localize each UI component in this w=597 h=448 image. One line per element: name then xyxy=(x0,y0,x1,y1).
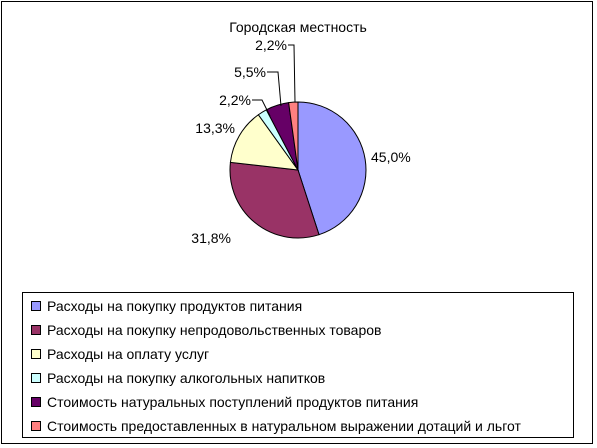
pie-slice xyxy=(288,101,299,171)
data-label: 5,5% xyxy=(234,64,266,80)
data-label: 2,2% xyxy=(255,37,287,53)
legend-item: Расходы на оплату услуг xyxy=(31,343,209,365)
legend-swatch xyxy=(31,421,41,431)
pie-slice xyxy=(229,114,300,171)
legend-swatch xyxy=(31,301,41,311)
data-labels: 45,0% 31,8% 13,3% 2,2% 5,5% 2,2% xyxy=(191,37,410,246)
legend-swatch xyxy=(31,325,41,335)
legend-label: Расходы на покупку алкогольных напитков xyxy=(47,370,326,386)
data-label: 13,3% xyxy=(195,120,235,136)
legend-item: Расходы на покупку продуктов питания xyxy=(31,295,302,317)
legend-swatch xyxy=(31,397,41,407)
legend-swatch xyxy=(31,349,41,359)
legend-label: Стоимость натуральных поступлений продук… xyxy=(47,394,419,410)
leader-lines xyxy=(252,44,296,117)
leader-line xyxy=(288,44,296,103)
legend-label: Стоимость предоставленных в натуральном … xyxy=(47,418,521,434)
legend-item: Стоимость натуральных поступлений продук… xyxy=(31,391,418,413)
data-label: 45,0% xyxy=(371,149,411,165)
data-label: 31,8% xyxy=(191,230,231,246)
legend-label: Расходы на покупку продуктов питания xyxy=(47,298,303,314)
pie-slices xyxy=(229,101,367,239)
legend-label: Расходы на оплату услуг xyxy=(47,346,210,362)
data-label: 2,2% xyxy=(219,92,251,108)
legend-item: Стоимость предоставленных в натуральном … xyxy=(31,415,521,437)
pie-slice xyxy=(297,101,367,236)
chart-title: Городская местность xyxy=(229,19,367,35)
leader-line xyxy=(267,71,282,107)
legend-label: Расходы на покупку непродовольственных т… xyxy=(47,322,382,338)
legend-item: Расходы на покупку непродовольственных т… xyxy=(31,319,381,341)
legend: Расходы на покупку продуктов питания Расх… xyxy=(22,292,574,438)
pie-slice xyxy=(229,161,320,239)
legend-item: Расходы на покупку алкогольных напитков xyxy=(31,367,325,389)
leader-line xyxy=(252,99,271,117)
legend-swatch xyxy=(31,373,41,383)
